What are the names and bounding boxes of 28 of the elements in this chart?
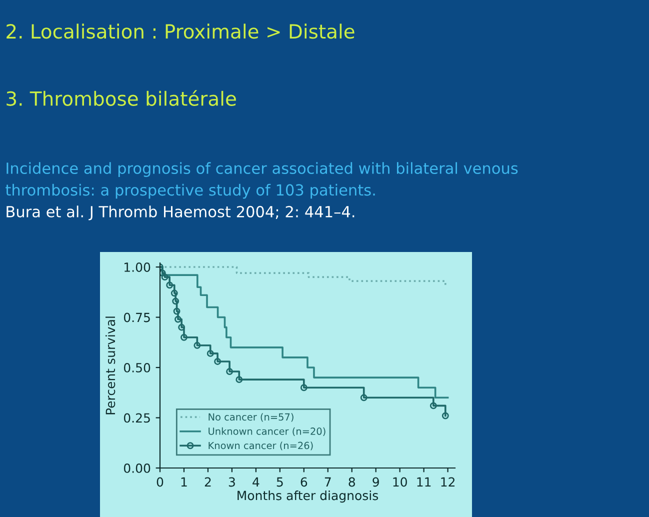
x-axis-title: Months after diagnosis — [238, 490, 378, 503]
y-tick-label: 0.50 — [124, 362, 150, 372]
x-tick-label: 2 — [204, 477, 211, 487]
x-tick-label: 7 — [324, 477, 331, 487]
y-tick-label: 0.00 — [124, 463, 150, 473]
y-tick-label: 0.75 — [124, 312, 150, 322]
y-tick-label: 1.00 — [124, 262, 150, 272]
x-tick-label: 11 — [417, 477, 431, 487]
x-tick-label: 8 — [348, 477, 355, 487]
legend-label: No cancer (n=57) — [208, 413, 294, 422]
text: thrombosis: a prospective study of 103 patients. — [6, 184, 375, 199]
text: 2. Localisation : Proximale > Distale — [6, 24, 354, 39]
x-tick-label: 10 — [393, 477, 407, 487]
x-tick-label: 6 — [300, 477, 308, 487]
x-tick-label: 4 — [252, 477, 260, 487]
y-tick-label: 0.25 — [124, 413, 150, 423]
y-axis-title: Percent survival — [105, 316, 116, 414]
x-tick-label: 1 — [181, 477, 187, 487]
legend-label: Known cancer (n=26) — [208, 442, 313, 450]
x-tick-label: 12 — [441, 477, 455, 487]
x-tick-label: 5 — [276, 477, 283, 487]
text: 3. Thrombose bilatérale — [6, 90, 236, 106]
x-tick-label: 0 — [156, 477, 164, 487]
text: Incidence and prognosis of cancer associated with bilateral venous — [6, 162, 518, 177]
text: Bura et al. J Thromb Haemost 2004; 2: 441–4. — [6, 206, 354, 220]
x-tick-label: 3 — [228, 477, 235, 487]
legend-label: Unknown cancer (n=20) — [208, 427, 326, 436]
x-tick-label: 9 — [372, 477, 379, 487]
